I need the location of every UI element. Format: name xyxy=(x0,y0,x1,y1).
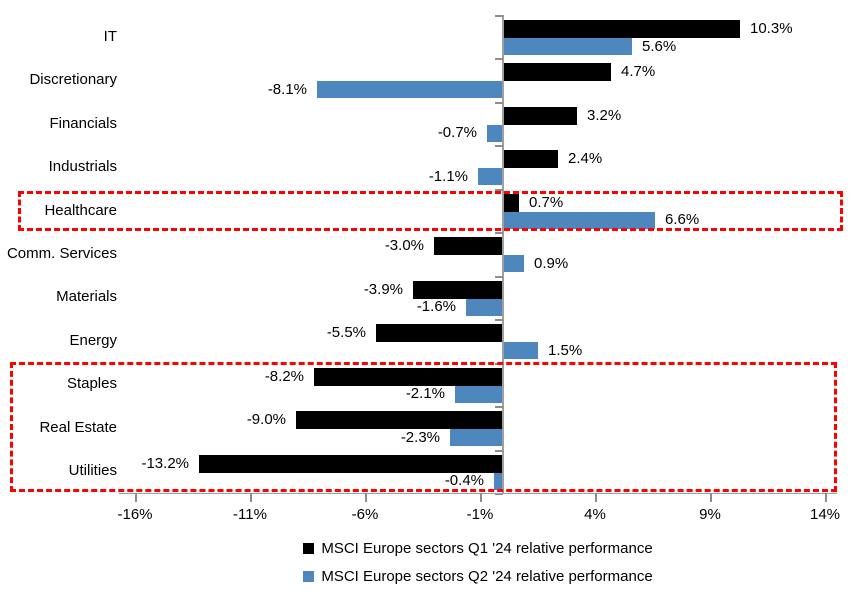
category-axis-tick xyxy=(495,319,503,321)
value-label-q1-discretionary: 4.7% xyxy=(621,63,656,80)
value-axis-line xyxy=(119,493,837,494)
category-label-healthcare: Healthcare xyxy=(44,202,117,219)
value-axis-tick xyxy=(595,493,597,502)
bar-q1-utilities xyxy=(199,455,503,473)
category-axis-tick xyxy=(495,276,503,278)
value-label-q2-healthcare: 6.6% xyxy=(665,211,700,228)
value-label-q1-healthcare: 0.7% xyxy=(529,194,564,211)
value-label-q1-utilities: -13.2% xyxy=(141,455,189,472)
x-axis-tick-label-neg16pct: -16% xyxy=(117,506,153,523)
value-label-q1-comm-services: -3.0% xyxy=(384,237,424,254)
bar-q2-utilities xyxy=(494,473,503,490)
category-label-it: IT xyxy=(103,28,117,45)
value-label-q1-staples: -8.2% xyxy=(264,368,304,385)
value-axis-tick xyxy=(825,493,827,502)
category-label-energy: Energy xyxy=(69,332,117,349)
x-axis-tick-label-neg11pct: -11% xyxy=(233,506,267,523)
bar-q2-real-estate xyxy=(450,429,503,446)
category-axis-tick xyxy=(495,58,503,60)
category-axis-tick xyxy=(495,15,503,17)
highlight-box-staples-realestate-utilities xyxy=(10,362,837,492)
value-label-q2-financials: -0.7% xyxy=(437,124,477,141)
legend-item-q1: MSCI Europe sectors Q1 '24 relative perf… xyxy=(104,539,852,559)
value-axis-tick xyxy=(365,493,367,502)
x-axis-tick-label-4pct: 4% xyxy=(584,506,606,523)
value-label-q1-materials: -3.9% xyxy=(363,281,403,298)
x-axis-tick-label-neg6pct: -6% xyxy=(351,506,379,523)
value-label-q2-industrials: -1.1% xyxy=(428,168,468,185)
bar-q2-energy xyxy=(503,342,538,359)
bar-q1-materials xyxy=(413,281,503,299)
value-label-q1-real-estate: -9.0% xyxy=(246,411,286,428)
value-label-q1-industrials: 2.4% xyxy=(568,150,603,167)
value-label-q1-it: 10.3% xyxy=(750,20,793,37)
value-label-q2-it: 5.6% xyxy=(642,38,677,55)
category-axis-line xyxy=(502,15,504,493)
category-label-comm-services: Comm. Services xyxy=(6,245,117,262)
category-label-materials: Materials xyxy=(56,288,117,305)
x-axis-tick-label-neg1pct: -1% xyxy=(466,506,494,523)
category-label-utilities: Utilities xyxy=(68,462,117,479)
value-label-q1-energy: -5.5% xyxy=(326,324,366,341)
category-axis-tick xyxy=(495,102,503,104)
value-label-q2-staples: -2.1% xyxy=(405,385,445,402)
legend-swatch-q1-icon xyxy=(303,543,315,554)
bar-q2-it xyxy=(503,38,632,55)
bar-q1-energy xyxy=(376,324,503,342)
value-axis-tick xyxy=(480,493,482,502)
bar-q1-it xyxy=(503,20,740,38)
value-label-q2-utilities: -0.4% xyxy=(444,472,484,489)
category-label-staples: Staples xyxy=(66,375,117,392)
category-axis-tick xyxy=(495,189,503,191)
category-label-real-estate: Real Estate xyxy=(39,419,117,436)
bar-q1-financials xyxy=(503,107,577,125)
value-label-q2-materials: -1.6% xyxy=(416,298,456,315)
x-axis-tick-label-14pct: 14% xyxy=(809,506,841,523)
value-label-q1-financials: 3.2% xyxy=(587,107,622,124)
bar-q2-healthcare xyxy=(503,212,655,229)
bar-q1-staples xyxy=(314,368,503,386)
category-axis-tick xyxy=(495,450,503,452)
value-label-q2-discretionary: -8.1% xyxy=(267,81,307,98)
bar-q2-industrials xyxy=(478,168,503,185)
legend-label-q1: MSCI Europe sectors Q1 '24 relative perf… xyxy=(321,540,653,557)
bar-q2-comm-services xyxy=(503,255,524,272)
value-label-q2-energy: 1.5% xyxy=(548,342,583,359)
category-axis-tick xyxy=(495,406,503,408)
bar-q1-healthcare xyxy=(503,194,519,212)
category-axis-tick xyxy=(495,493,503,495)
value-label-q2-comm-services: 0.9% xyxy=(534,255,569,272)
bar-q1-discretionary xyxy=(503,63,611,81)
x-axis-tick-label-9pct: 9% xyxy=(699,506,721,523)
value-label-q2-real-estate: -2.3% xyxy=(400,429,440,446)
chart-legend: MSCI Europe sectors Q1 '24 relative perf… xyxy=(104,539,852,595)
category-axis-tick xyxy=(495,145,503,147)
category-label-financials: Financials xyxy=(49,115,117,132)
bar-q2-staples xyxy=(455,386,503,403)
legend-swatch-q2-icon xyxy=(303,571,315,582)
category-label-industrials: Industrials xyxy=(48,158,117,175)
bar-q2-financials xyxy=(487,125,503,142)
value-axis-tick xyxy=(250,493,252,502)
category-axis-tick xyxy=(495,232,503,234)
bar-q2-discretionary xyxy=(317,81,503,98)
value-axis-tick xyxy=(710,493,712,502)
legend-item-q2: MSCI Europe sectors Q2 '24 relative perf… xyxy=(104,567,852,587)
bar-q1-comm-services xyxy=(434,237,503,255)
highlight-box-healthcare xyxy=(18,191,843,231)
bar-q2-materials xyxy=(466,299,503,316)
legend-label-q2: MSCI Europe sectors Q2 '24 relative perf… xyxy=(321,568,653,585)
bar-q1-industrials xyxy=(503,150,558,168)
value-axis-tick xyxy=(135,493,137,502)
category-label-discretionary: Discretionary xyxy=(29,71,117,88)
bar-q1-real-estate xyxy=(296,411,503,429)
